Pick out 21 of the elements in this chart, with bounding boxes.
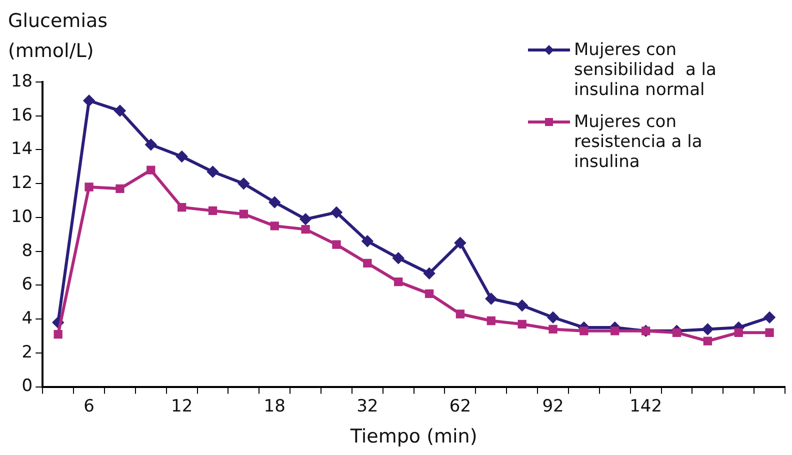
x-axis-title: Tiempo (min) (349, 426, 478, 448)
x-tick-label: 18 (264, 396, 286, 416)
x-tick-label: 62 (449, 396, 472, 416)
y-tick-label: 18 (10, 71, 33, 92)
x-tick-label: 142 (630, 396, 662, 416)
x-tick-label: 32 (356, 396, 378, 416)
y-tick-label: 4 (22, 308, 33, 328)
y-tick-label: 2 (22, 342, 33, 362)
x-tick-label: 12 (171, 396, 193, 416)
y-tick-label: 16 (10, 105, 33, 126)
x-tick-label: 6 (84, 396, 94, 416)
y-tick-label: 14 (10, 139, 33, 160)
x-tick-label: 92 (542, 396, 564, 416)
legend-label: Mujeres con sensibilidad a la insulina normal (574, 40, 718, 100)
y-tick-label: 12 (10, 173, 33, 194)
y-axis-title: Glucemias (mmol/L) (8, 9, 109, 64)
y-tick-label: 10 (10, 206, 33, 227)
y-tick-label: 0 (22, 376, 33, 396)
legend-label: Mujeres con resistencia a la insulina (574, 112, 704, 172)
y-tick-label: 6 (22, 274, 33, 295)
y-tick-label: 8 (22, 240, 33, 261)
